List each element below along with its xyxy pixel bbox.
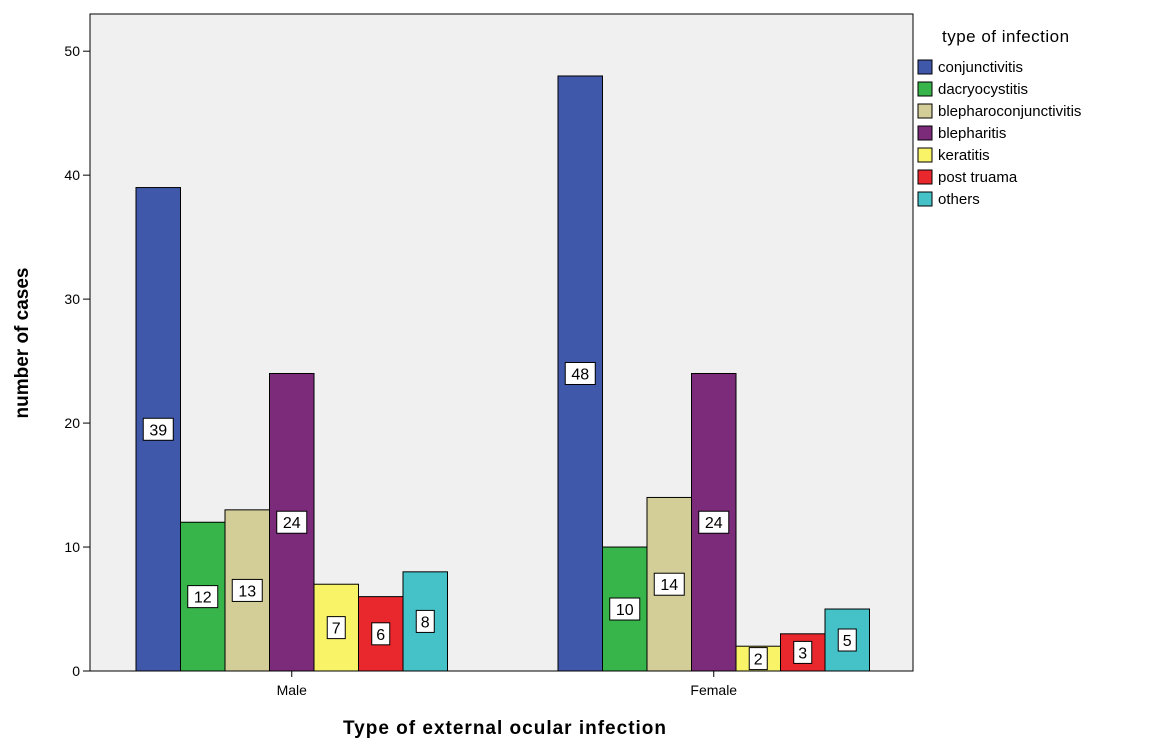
data-label-box: [276, 510, 308, 534]
legend-label: others: [938, 191, 980, 208]
data-label: 13: [231, 578, 263, 602]
data-label-box: [231, 578, 263, 602]
legend-swatch: [917, 191, 933, 207]
data-label-box: [609, 597, 641, 621]
legend-label: keratitis: [938, 147, 990, 164]
data-label-box: [371, 622, 391, 646]
data-label-box: [837, 628, 857, 652]
data-label-text: 10: [616, 602, 634, 619]
data-label-text: 7: [332, 621, 341, 638]
data-label: 10: [609, 597, 641, 621]
data-label: 14: [653, 572, 685, 596]
data-label-text: 13: [238, 583, 256, 600]
data-label-text: 2: [754, 652, 763, 669]
data-label-box: [415, 609, 435, 633]
data-label-text: 12: [194, 590, 212, 607]
data-label-text: 24: [283, 515, 301, 532]
y-axis-title: number of cases: [12, 268, 33, 419]
legend-label: dacryocystitis: [938, 81, 1028, 98]
data-label: 2: [748, 647, 768, 671]
legend-label: blepharitis: [938, 125, 1006, 142]
legend-title: type of infection: [942, 27, 1070, 46]
x-axis-title: Type of external ocular infection: [343, 718, 667, 739]
legend-swatch: [917, 81, 933, 97]
data-label: 12: [187, 585, 219, 609]
x-axis: Male Female: [277, 671, 737, 698]
data-label-text: 6: [376, 627, 385, 644]
legend-label: conjunctivitis: [938, 59, 1023, 76]
x-category-label: Male: [277, 682, 308, 698]
data-label-box: [793, 640, 813, 664]
y-tick-label: 20: [64, 415, 80, 431]
y-tick-label: 40: [64, 167, 80, 183]
legend-label: blepharoconjunctivitis: [938, 103, 1081, 120]
data-label-box: [326, 616, 346, 640]
y-tick-label: 0: [72, 663, 80, 679]
legend-label: post truama: [938, 169, 1018, 186]
data-label: 7: [326, 616, 346, 640]
data-label-box: [748, 647, 768, 671]
data-label-box: [564, 361, 596, 385]
y-tick-label: 30: [64, 291, 80, 307]
legend: type of infection conjunctivitis dacryocy…: [917, 27, 1081, 208]
data-label-text: 3: [798, 645, 807, 662]
data-label-text: 39: [149, 422, 167, 439]
legend-swatch: [917, 59, 933, 75]
data-label: 39: [142, 417, 174, 441]
legend-swatch: [917, 103, 933, 119]
data-label-text: 24: [705, 515, 723, 532]
data-label: 6: [371, 622, 391, 646]
x-category-label: Female: [690, 682, 737, 698]
data-label: 8: [415, 609, 435, 633]
data-label: 24: [698, 510, 730, 534]
y-tick-label: 10: [64, 539, 80, 555]
legend-swatch: [917, 147, 933, 163]
legend-swatch: [917, 125, 933, 141]
data-label-text: 48: [571, 366, 589, 383]
data-label-text: 14: [660, 577, 678, 594]
data-label-box: [142, 417, 174, 441]
data-labels-group: 39 12 13 24 7 6 8 48 10 14 24 2 3 5: [142, 361, 857, 671]
y-tick-label: 50: [64, 43, 80, 59]
legend-swatch: [917, 169, 933, 185]
data-label-text: 5: [843, 633, 852, 650]
data-label-box: [187, 585, 219, 609]
data-label: 24: [276, 510, 308, 534]
bar-post-truama-female: [780, 633, 826, 672]
data-label-text: 8: [421, 614, 430, 631]
data-label: 5: [837, 628, 857, 652]
data-label-box: [653, 572, 685, 596]
y-axis: 0 10 20 30 40 50: [64, 43, 90, 679]
data-label-box: [698, 510, 730, 534]
data-label: 48: [564, 361, 596, 385]
data-label: 3: [793, 640, 813, 664]
